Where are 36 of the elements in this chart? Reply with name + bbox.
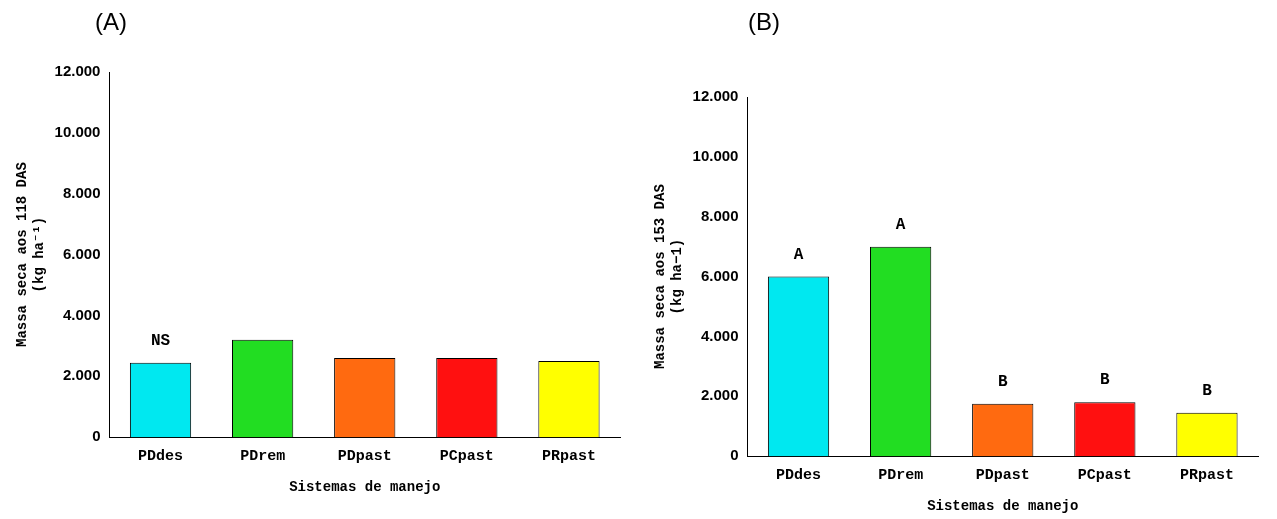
x-tick-label: PCpast [1077,466,1132,484]
y-tick-label: 8.000 [62,183,101,201]
x-tick-label: PDpast [337,447,392,465]
y-tick-label: 12.000 [54,62,101,80]
x-axis-title: Sistemas de manejo [289,479,441,496]
y-tick-label: 8.000 [700,206,739,224]
y-tick-label: 6.000 [62,244,101,262]
y-tick-label: 2.000 [700,386,739,404]
x-tick-label: PRpast [1179,466,1234,484]
annotation: B [1202,381,1213,400]
y-tick-label: 4.000 [700,326,739,344]
y-axis-title: Massa seca aos 118 DAS (kg ha⁻¹) [13,162,47,348]
y-tick-label: 4.000 [62,305,101,323]
x-tick-label: PDdes [776,466,822,484]
annotation: B [1100,371,1111,390]
y-tick-label: 12.000 [692,87,739,105]
y-tick-label: 2.000 [62,366,101,384]
x-tick-label: PDdes [138,447,184,465]
x-tick-label: PRpast [541,447,596,465]
x-tick-label: PDrem [878,466,924,484]
x-tick-label: PDrem [240,447,286,465]
annotation: NS [150,331,171,350]
y-tick-label: 10.000 [692,147,739,165]
annotation: A [793,245,804,264]
x-tick-label: PCpast [439,447,494,465]
annotation: B [997,372,1008,391]
y-tick-label: 0 [92,427,101,445]
x-axis-title: Sistemas de manejo [927,498,1079,515]
chart-title: (B) [748,8,780,36]
y-tick-label: 0 [730,446,739,464]
annotation: A [895,215,906,234]
chart-title: (A) [95,8,127,36]
x-tick-label: PDpast [975,466,1030,484]
y-tick-label: 10.000 [54,123,101,141]
y-tick-label: 6.000 [700,266,739,284]
y-axis-title: Massa seca aos 153 DAS (kg ha−1) [651,184,685,370]
